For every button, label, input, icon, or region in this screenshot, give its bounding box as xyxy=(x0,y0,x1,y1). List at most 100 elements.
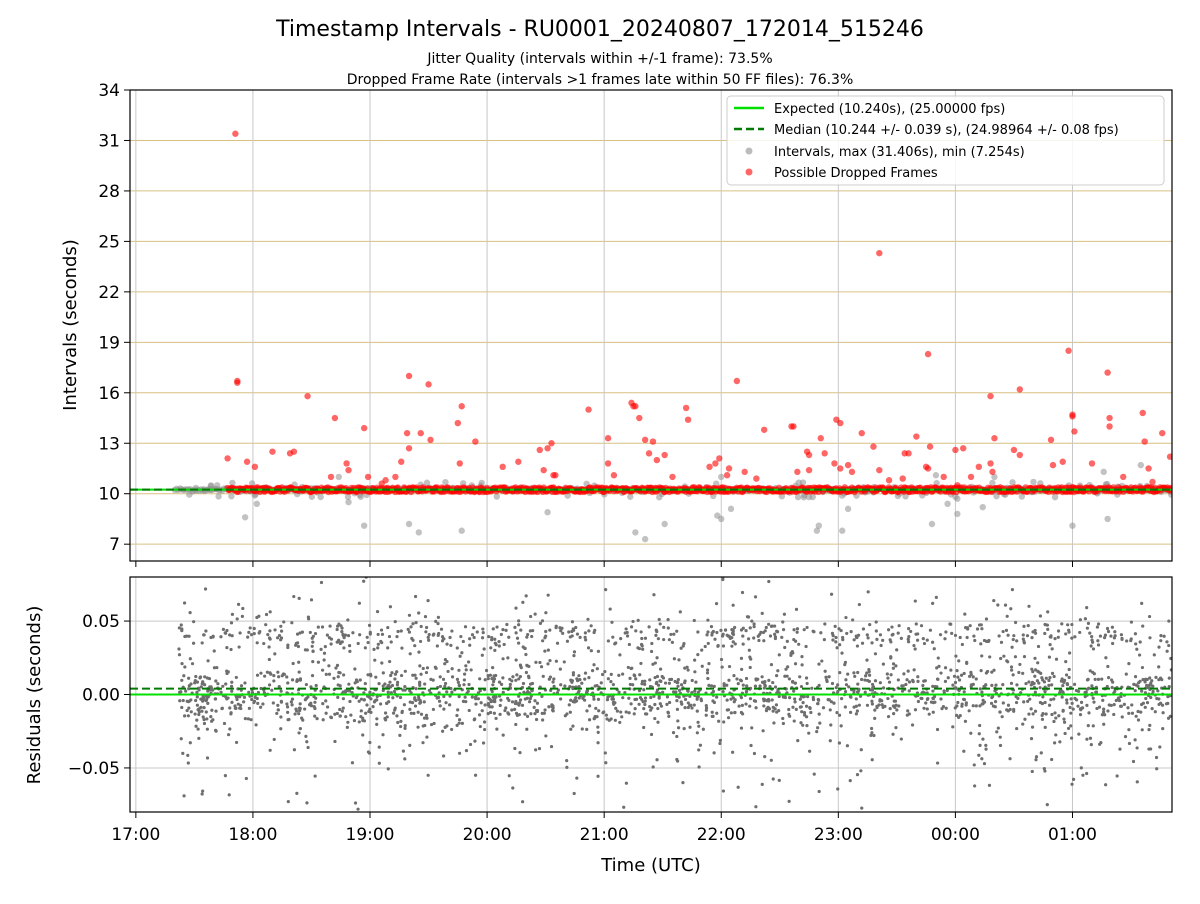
residual-point xyxy=(921,683,925,688)
residual-point xyxy=(823,669,827,673)
residual-point xyxy=(726,716,731,720)
residual-point xyxy=(686,701,690,705)
residual-point xyxy=(969,685,973,689)
residual-point xyxy=(1009,665,1014,669)
residual-point xyxy=(336,683,340,687)
residual-point xyxy=(247,690,251,694)
residual-point xyxy=(1070,622,1074,627)
residual-point xyxy=(413,644,417,648)
residual-point xyxy=(1077,732,1081,736)
residual-point xyxy=(1103,633,1108,637)
residual-point xyxy=(1009,607,1013,611)
residual-point xyxy=(656,706,660,711)
legend-dropped-swatch xyxy=(745,168,753,176)
residual-point xyxy=(748,626,752,630)
residual-point xyxy=(770,698,774,702)
residual-point xyxy=(401,749,406,753)
residual-point xyxy=(1106,675,1111,680)
residual-point xyxy=(202,717,206,722)
residual-point xyxy=(1134,642,1138,646)
residual-point xyxy=(368,632,372,636)
residual-point xyxy=(819,631,823,635)
residual-point xyxy=(528,682,533,686)
residual-point xyxy=(998,735,1002,739)
residual-point xyxy=(486,696,491,700)
residual-point xyxy=(764,625,768,630)
interval-point xyxy=(360,522,368,529)
residual-point xyxy=(441,754,446,758)
residual-point xyxy=(792,628,796,632)
residual-point xyxy=(718,738,722,742)
residual-point xyxy=(583,635,587,639)
residual-point xyxy=(993,699,998,704)
residual-point xyxy=(709,684,714,688)
residual-point xyxy=(286,643,290,647)
residual-point xyxy=(793,697,797,701)
residual-point xyxy=(1149,695,1153,700)
residual-point xyxy=(353,801,358,805)
residual-point xyxy=(196,708,200,712)
residual-point xyxy=(337,638,341,642)
residual-point xyxy=(373,699,377,703)
residual-point xyxy=(636,618,640,622)
residual-point xyxy=(653,702,657,707)
dropped-frame-point xyxy=(234,379,241,386)
residual-point xyxy=(371,705,375,709)
residual-point xyxy=(857,703,861,707)
residual-point xyxy=(237,645,241,649)
residual-point xyxy=(367,709,371,714)
residual-point xyxy=(559,629,563,633)
residual-point xyxy=(852,689,856,693)
residual-point xyxy=(228,633,232,637)
dropped-frame-point xyxy=(926,443,934,450)
residual-point xyxy=(391,711,396,715)
residual-point xyxy=(548,675,553,679)
residual-point xyxy=(1139,710,1143,714)
residual-point xyxy=(351,631,355,635)
residual-point xyxy=(313,631,318,636)
residual-point xyxy=(298,727,302,731)
residual-point xyxy=(467,708,471,713)
residual-point xyxy=(188,741,192,745)
residual-point xyxy=(704,713,708,717)
residual-point xyxy=(866,636,870,640)
residual-point xyxy=(1091,640,1095,644)
residual-point xyxy=(1133,738,1137,742)
residual-point xyxy=(195,690,199,694)
residual-point xyxy=(700,664,704,668)
residual-point xyxy=(618,653,622,657)
residual-point xyxy=(977,732,981,736)
residual-point xyxy=(1130,711,1135,715)
top-y-tick-label: 22 xyxy=(98,283,120,303)
interval-point xyxy=(215,493,222,500)
residual-point xyxy=(894,726,898,730)
interval-point xyxy=(186,491,193,498)
residual-point xyxy=(263,674,267,678)
residual-point xyxy=(319,580,324,585)
residual-point xyxy=(943,666,948,670)
residual-point xyxy=(486,712,490,716)
residual-point xyxy=(350,691,354,695)
residual-point xyxy=(290,678,295,682)
residual-point xyxy=(490,676,494,681)
residual-point xyxy=(189,698,193,702)
residual-point xyxy=(439,627,444,631)
residual-point xyxy=(781,721,785,726)
residual-point xyxy=(632,712,636,716)
residual-point xyxy=(595,667,599,671)
residual-point xyxy=(845,631,849,636)
residual-point xyxy=(386,767,390,771)
residual-point xyxy=(943,679,948,683)
residual-point xyxy=(435,696,439,700)
residual-point xyxy=(514,722,518,727)
residual-point xyxy=(596,697,601,701)
residual-point xyxy=(1039,671,1043,675)
residual-point xyxy=(639,642,644,647)
residual-point xyxy=(311,659,315,664)
residual-point xyxy=(706,618,710,622)
residual-point xyxy=(693,670,697,674)
residual-point xyxy=(773,635,778,639)
residual-point xyxy=(375,722,379,726)
residual-point xyxy=(1073,635,1077,639)
